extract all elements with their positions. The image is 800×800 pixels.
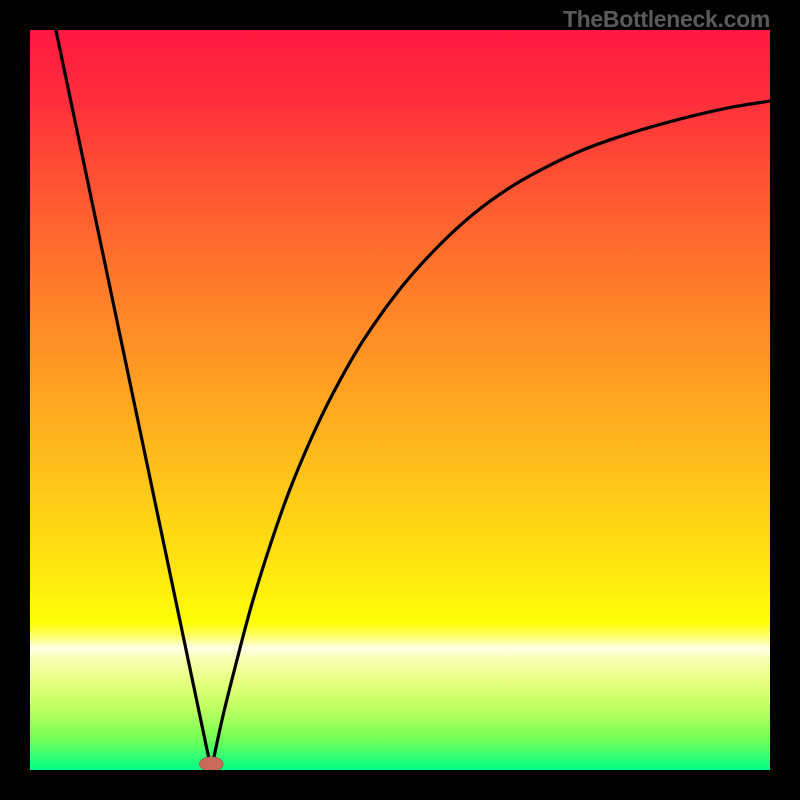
chart-container: TheBottleneck.com (0, 0, 800, 800)
watermark-text: TheBottleneck.com (563, 6, 770, 33)
plot-area (30, 30, 770, 770)
bottleneck-curve (56, 30, 770, 770)
curve-overlay (30, 30, 770, 770)
minimum-marker (199, 757, 223, 770)
